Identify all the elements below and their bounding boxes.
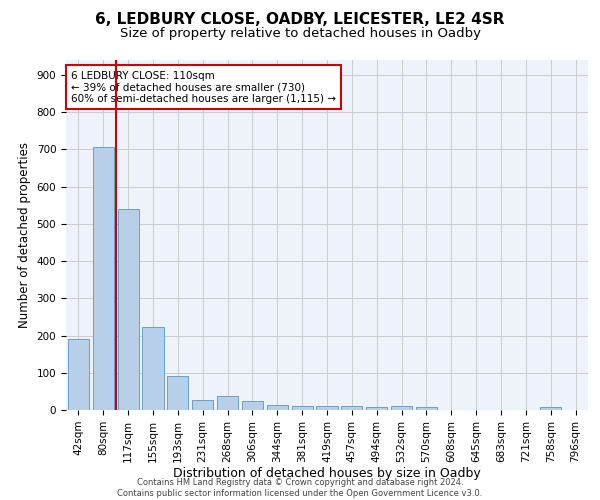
Bar [316, 406, 338, 410]
Bar [167, 376, 188, 410]
Bar [93, 147, 114, 410]
Bar [391, 406, 412, 410]
Bar [242, 401, 263, 410]
Bar [142, 326, 164, 410]
Bar [192, 400, 213, 410]
Y-axis label: Number of detached properties: Number of detached properties [18, 142, 31, 328]
Text: Size of property relative to detached houses in Oadby: Size of property relative to detached ho… [119, 28, 481, 40]
Bar [416, 407, 437, 410]
Bar [118, 209, 139, 410]
Bar [68, 340, 89, 410]
Text: 6, LEDBURY CLOSE, OADBY, LEICESTER, LE2 4SR: 6, LEDBURY CLOSE, OADBY, LEICESTER, LE2 … [95, 12, 505, 28]
Bar [292, 406, 313, 410]
Bar [267, 405, 288, 410]
Bar [217, 396, 238, 410]
Text: Contains HM Land Registry data © Crown copyright and database right 2024.
Contai: Contains HM Land Registry data © Crown c… [118, 478, 482, 498]
Bar [366, 406, 387, 410]
Bar [341, 406, 362, 410]
X-axis label: Distribution of detached houses by size in Oadby: Distribution of detached houses by size … [173, 468, 481, 480]
Bar [540, 406, 561, 410]
Text: 6 LEDBURY CLOSE: 110sqm
← 39% of detached houses are smaller (730)
60% of semi-d: 6 LEDBURY CLOSE: 110sqm ← 39% of detache… [71, 70, 336, 104]
